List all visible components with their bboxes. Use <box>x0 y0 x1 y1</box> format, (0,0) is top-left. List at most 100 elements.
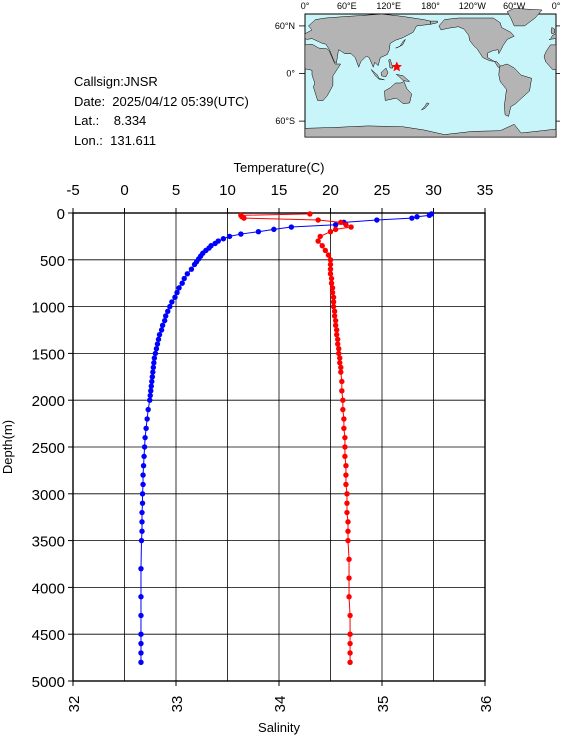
map-lat-label: 0° <box>286 69 295 79</box>
salinity-data-point <box>327 229 334 235</box>
salinity-data-point <box>319 243 325 249</box>
salinity-data-point <box>332 317 339 324</box>
map-landmass <box>506 8 543 27</box>
temperature-data-point <box>271 226 277 233</box>
world-map: 0° 60°E 120°E 180° 120°W 60°W 0° 60°N 0° 60°S <box>275 1 561 138</box>
bottom-axis-title: Salinity <box>258 720 300 735</box>
salinity-data-point <box>241 215 247 221</box>
top-axis-tick-label: 30 <box>425 182 442 199</box>
salinity-data-point <box>329 289 336 296</box>
salinity-data-point <box>327 257 334 263</box>
y-axis-tick-label: 5000 <box>32 674 65 691</box>
y-axis-tick-label: 4000 <box>32 580 65 597</box>
salinity-data-point <box>346 575 352 581</box>
temperature-data-point <box>145 406 151 413</box>
temperature-data-point <box>426 212 433 219</box>
salinity-data-point <box>307 211 313 217</box>
salinity-data-point <box>347 631 353 637</box>
temperature-data-point <box>142 434 148 441</box>
temperature-data-point <box>169 299 175 305</box>
bottom-axis-tick-label: 34 <box>272 696 289 713</box>
map-landmass <box>304 43 342 101</box>
map-landmass <box>421 102 430 111</box>
salinity-data-point <box>335 336 341 343</box>
temperature-data-point <box>138 537 145 544</box>
salinity-profile-line <box>239 213 353 663</box>
temperature-data-point <box>191 261 198 268</box>
salinity-data-point <box>330 299 337 305</box>
top-axis-tick-label: 35 <box>477 182 494 199</box>
lon-text: Lon.: 131.611 <box>74 132 157 148</box>
temperature-data-point <box>153 346 160 352</box>
temperature-data-point <box>138 659 144 665</box>
bottom-axis-tick-label: 36 <box>478 696 495 713</box>
temperature-data-point <box>181 275 187 282</box>
salinity-data-point <box>341 425 347 431</box>
salinity-data-point <box>340 397 346 403</box>
top-axis-tick-label: 0 <box>120 182 128 199</box>
salinity-data-point <box>317 233 323 240</box>
temperature-data-point <box>143 425 149 431</box>
salinity-data-point <box>345 528 351 534</box>
salinity-data-point <box>346 594 352 600</box>
map-lon-label: 120°E <box>376 1 401 11</box>
top-axis-tick-label: 20 <box>322 182 339 199</box>
map-lat-label: 60°N <box>275 21 295 31</box>
salinity-data-point <box>328 275 335 282</box>
temperature-data-point <box>159 322 166 329</box>
salinity-data-point <box>315 238 321 244</box>
salinity-data-point <box>328 280 335 286</box>
salinity-data-point <box>325 252 332 258</box>
temperature-data-point <box>174 289 180 296</box>
temperature-data-point <box>161 317 168 324</box>
salinity-data-point <box>347 640 353 647</box>
map-landmass <box>396 74 411 82</box>
temperature-data-point <box>155 336 162 343</box>
temperature-data-point <box>147 392 153 399</box>
y-axis-tick-label: 2500 <box>32 440 65 457</box>
top-axis-tick-label: 10 <box>219 182 236 199</box>
salinity-data-point <box>345 519 351 525</box>
bottom-axis-tick-label: 35 <box>375 696 392 713</box>
temperature-data-point <box>165 308 171 314</box>
map-landmass <box>384 81 412 104</box>
salinity-data-point <box>332 226 339 233</box>
map-landmass <box>498 63 532 117</box>
axis-ticks: -5 0 5 10 15 20 25 30 35050010001500200025003000… <box>32 182 495 712</box>
temperature-data-point <box>149 378 155 385</box>
temperature-data-point <box>138 565 144 572</box>
temperature-data-point <box>140 481 146 488</box>
y-axis-tick-label: 3500 <box>32 534 65 551</box>
temperature-data-point <box>148 388 154 394</box>
temperature-data-point <box>332 222 339 228</box>
temperature-data-point <box>172 294 178 300</box>
top-axis-tick-label: 15 <box>271 182 288 199</box>
lat-text: Lat.: 8.334 <box>74 113 147 128</box>
salinity-data-point <box>344 491 350 497</box>
salinity-data-point <box>342 434 348 441</box>
temperature-data-point <box>212 240 218 247</box>
y-axis-tick-label: 500 <box>40 253 65 270</box>
salinity-data-point <box>332 322 339 329</box>
salinity-data-point <box>338 364 344 371</box>
temperature-data-point <box>139 491 146 497</box>
salinity-data-point <box>327 266 334 272</box>
salinity-data-point <box>348 224 354 230</box>
station-info: Callsign:JNSR Date: 2025/04/12 05:39(UTC… <box>74 72 249 150</box>
map-landmass <box>438 17 515 68</box>
salinity-data-point <box>340 406 346 413</box>
temperature-data-point <box>139 509 145 516</box>
salinity-data-point <box>342 444 348 450</box>
temperature-data-point <box>179 280 185 286</box>
map-landmass <box>370 69 385 81</box>
salinity-data-point <box>343 472 349 478</box>
temperature-data-point <box>150 364 157 371</box>
temperature-data-point <box>188 266 195 272</box>
temperature-data-point <box>138 594 144 600</box>
map-lon-label: 0° <box>552 1 561 11</box>
map-landmass <box>304 13 431 68</box>
temperature-data-point <box>141 444 148 450</box>
temperature-data-point <box>167 303 173 310</box>
temperature-data-point <box>238 231 244 237</box>
